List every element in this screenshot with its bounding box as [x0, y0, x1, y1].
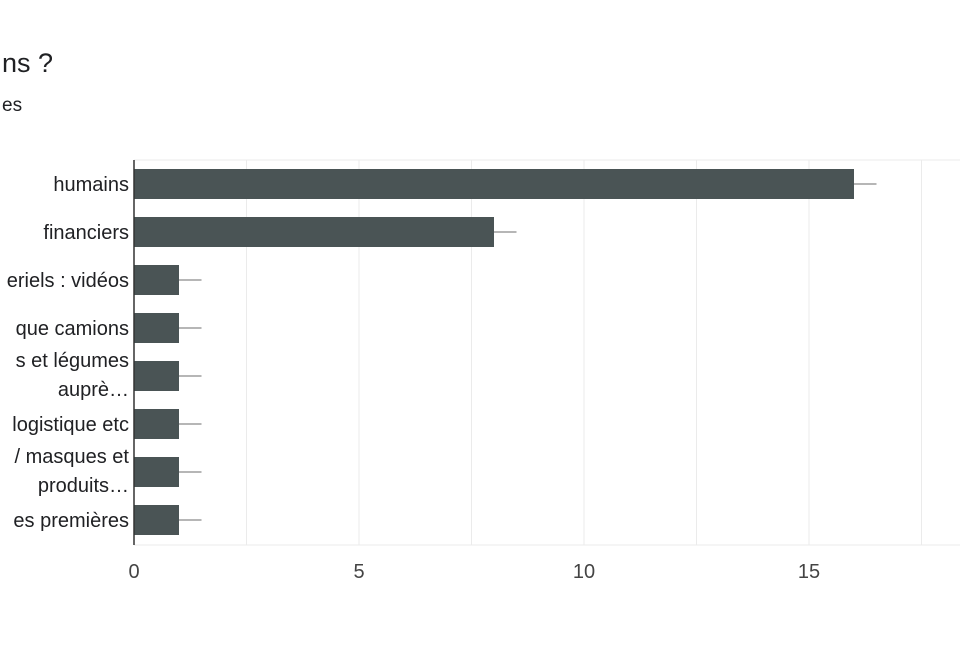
response-count: es: [2, 95, 23, 116]
bar: [134, 505, 179, 535]
category-label: es premières: [13, 510, 129, 532]
x-tick-labels: 0 5 10 15: [128, 561, 820, 583]
chart-title: ns ?: [2, 48, 54, 78]
category-label: logistique etc: [12, 414, 129, 436]
bars: [134, 169, 877, 535]
bar: [134, 409, 179, 439]
bar: [134, 457, 179, 487]
category-label: financiers: [43, 222, 129, 244]
x-tick-label: 15: [798, 561, 820, 583]
gridlines: [134, 159, 960, 546]
bar: [134, 313, 179, 343]
bar: [134, 265, 179, 295]
x-tick-label: 0: [128, 561, 139, 583]
category-label: s et légumes auprè…: [16, 350, 129, 401]
bar: [134, 217, 494, 247]
x-tick-label: 5: [353, 561, 364, 583]
category-label: eriels : vidéos: [7, 270, 129, 292]
bar: [134, 169, 854, 199]
category-labels: humains financiers eriels : vidéos que cami…: [7, 174, 130, 532]
bar: [134, 361, 179, 391]
category-label: humains: [53, 174, 129, 196]
category-label: que camions: [16, 318, 129, 340]
category-label: / masques et produits…: [14, 446, 129, 497]
x-tick-label: 10: [573, 561, 595, 583]
